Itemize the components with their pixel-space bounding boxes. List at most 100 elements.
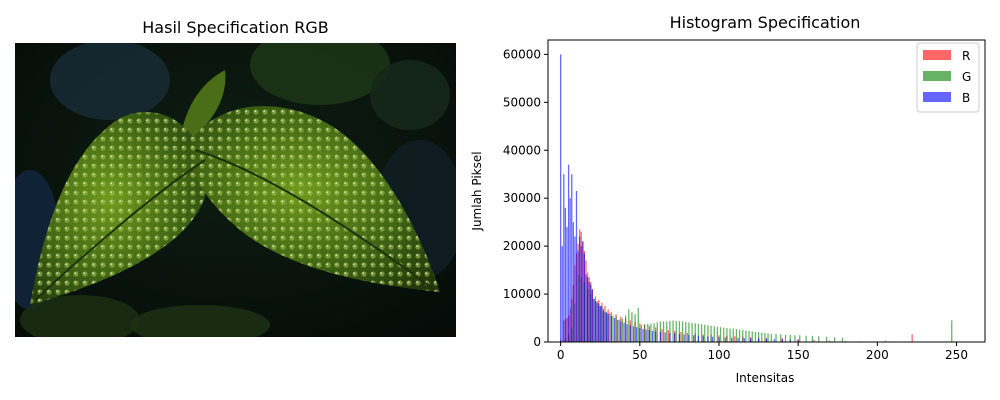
bar-b-36: [617, 319, 619, 342]
bar-b-81: [688, 334, 690, 342]
bar-g-39: [621, 318, 624, 342]
bar-g-65: [662, 321, 665, 342]
bar-b-26: [601, 306, 603, 342]
bar-b-15: [583, 253, 586, 342]
bar-g-95: [710, 325, 712, 342]
bar-b-42: [626, 324, 628, 342]
bar-b-54: [645, 329, 647, 342]
legend-label-r: R: [962, 49, 970, 63]
bar-b-29: [605, 313, 608, 342]
bar-g-178: [841, 337, 844, 342]
bar-g-115: [742, 330, 744, 342]
bar-b-11: [577, 250, 579, 342]
bar-g-173: [833, 337, 836, 342]
bar-g-159: [811, 335, 814, 342]
bar-g-163: [818, 336, 820, 342]
bar-b-28: [604, 312, 606, 342]
bar-g-99: [716, 326, 719, 342]
bar-g-43: [628, 309, 630, 342]
bar-g-131: [767, 333, 769, 342]
y-axis: 0 10000 20000 30000 40000 50000 60000: [503, 47, 548, 349]
bar-g-49: [637, 307, 639, 342]
bar-r-170: [829, 340, 831, 342]
bar-g-123: [754, 331, 757, 342]
bar-b-135: [773, 339, 776, 342]
bar-b-87: [697, 335, 700, 342]
bar-g-247: [951, 320, 953, 342]
bar-b-50: [639, 328, 641, 342]
bar-b-23: [596, 302, 598, 342]
bar-g-148: [794, 335, 796, 342]
bar-g-125: [757, 331, 760, 342]
bar-b-0: [560, 54, 562, 342]
bar-g-101: [719, 327, 722, 342]
axes-frame: [547, 39, 986, 343]
bar-b-18: [588, 282, 590, 342]
bar-g-87: [697, 323, 700, 342]
bar-b-96: [712, 336, 714, 342]
bar-b-25: [599, 306, 601, 342]
bar-g-121: [751, 331, 753, 342]
x-tick-label: 100: [708, 348, 731, 362]
bar-b-69: [669, 332, 671, 342]
y-tick-label: 0: [533, 335, 541, 349]
bar-b-30: [607, 314, 609, 342]
bar-g-73: [675, 320, 677, 342]
bar-g-63: [659, 321, 662, 342]
bar-g-67: [666, 321, 668, 342]
bar-g-37: [618, 319, 620, 342]
bar-g-139: [780, 334, 782, 342]
bar-g-61: [656, 322, 658, 342]
bar-b-13: [580, 246, 582, 342]
bar-b-108: [731, 337, 733, 342]
bar-b-112: [737, 337, 739, 342]
legend-swatch-r: [923, 50, 951, 60]
bar-g-119: [748, 330, 750, 342]
bar-g-59: [653, 323, 655, 342]
legend-label-g: G: [962, 70, 971, 84]
bar-b-46: [632, 326, 635, 342]
bar-g-83: [691, 322, 693, 342]
bar-g-57: [650, 323, 652, 342]
bar-b-72: [674, 333, 676, 342]
bar-r-222: [911, 334, 913, 342]
bar-g-55: [647, 323, 649, 342]
bar-b-58: [651, 330, 654, 342]
bar-g-155: [805, 335, 807, 342]
bar-g-105: [726, 328, 728, 342]
bar-b-100: [718, 337, 720, 342]
chart-title: Histogram Specification: [670, 13, 861, 32]
y-tick-label: 10000: [503, 287, 541, 301]
bar-r-68: [667, 330, 669, 342]
legend: RGB: [916, 42, 980, 113]
x-tick-label: 200: [866, 348, 889, 362]
bar-b-38: [620, 321, 622, 342]
bar-g-91: [704, 324, 706, 342]
bar-g-71: [672, 320, 674, 342]
bar-b-5: [567, 164, 570, 342]
bar-b-125: [757, 338, 760, 342]
legend-swatch-b: [923, 92, 951, 102]
bar-b-4: [566, 226, 568, 342]
y-tick-label: 30000: [503, 191, 541, 205]
bar-b-21: [593, 298, 595, 342]
bar-b-27: [602, 310, 605, 342]
bar-b-44: [629, 325, 631, 342]
bar-g-51: [640, 324, 643, 342]
legend-swatch-g: [923, 71, 951, 81]
bar-g-111: [735, 329, 738, 342]
bar-g-53: [643, 324, 646, 342]
bar-g-205: [884, 340, 886, 342]
bar-g-47: [634, 314, 636, 342]
bar-b-2: [563, 174, 565, 342]
bar-r-80: [686, 332, 688, 342]
bar-b-66: [664, 332, 666, 342]
bar-b-150: [797, 339, 799, 342]
bar-g-142: [784, 334, 787, 342]
x-tick-label: 50: [632, 348, 647, 362]
bar-b-145: [789, 339, 791, 342]
y-tick-label: 50000: [503, 95, 541, 109]
y-tick-label: 20000: [503, 239, 541, 253]
bar-b-22: [594, 301, 597, 342]
bar-b-6: [569, 198, 571, 342]
